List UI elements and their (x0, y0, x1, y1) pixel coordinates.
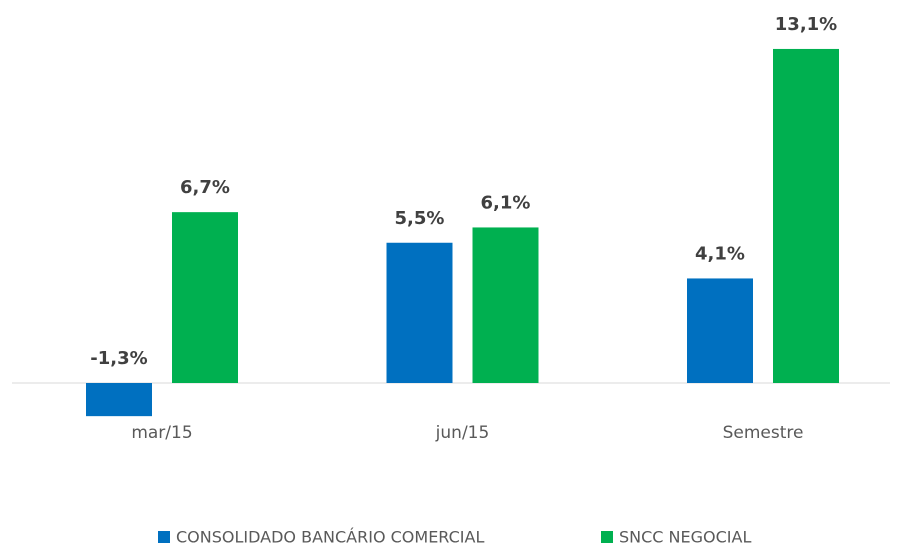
legend-swatch (601, 531, 613, 543)
x-tick-label: jun/15 (435, 423, 490, 443)
bar (472, 227, 539, 383)
data-label: 13,1% (775, 14, 837, 35)
legend-swatch (158, 531, 170, 543)
bar (773, 48, 839, 383)
data-label: -1,3% (90, 348, 147, 369)
data-label: 5,5% (395, 208, 445, 229)
data-label: 6,7% (180, 177, 230, 198)
bar (86, 383, 152, 417)
bar (172, 212, 238, 383)
bar (687, 278, 753, 383)
data-label: 4,1% (695, 243, 745, 264)
legend-label: CONSOLIDADO BANCÁRIO COMERCIAL (176, 528, 484, 545)
x-tick-label: mar/15 (131, 423, 192, 443)
x-tick-label: Semestre (723, 423, 804, 443)
data-label: 6,1% (481, 192, 531, 213)
legend-label: SNCC NEGOCIAL (619, 528, 751, 545)
bar (386, 242, 453, 383)
